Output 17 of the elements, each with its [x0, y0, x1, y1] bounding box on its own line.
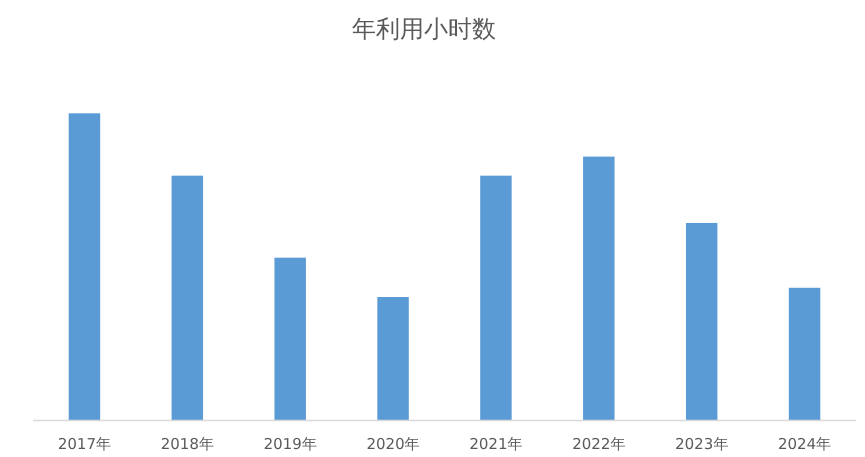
- x-tick-label: 2017年: [58, 435, 112, 453]
- x-tick-label: 2023年: [675, 435, 728, 453]
- chart-title: 年利用小时数: [352, 15, 496, 43]
- x-tick-label: 2021年: [469, 435, 523, 453]
- bar: [788, 288, 820, 420]
- bar: [274, 258, 306, 420]
- x-tick-label: 2019年: [264, 435, 317, 453]
- bar: [583, 156, 615, 420]
- bar: [686, 222, 718, 420]
- bar: [172, 176, 204, 420]
- x-tick-label: 2020年: [366, 435, 420, 453]
- x-tick-label: 2024年: [778, 435, 832, 453]
- bar: [480, 176, 512, 420]
- x-tick-label: 2022年: [572, 435, 626, 453]
- bar: [68, 113, 100, 420]
- bar: [377, 297, 409, 420]
- x-tick-label: 2018年: [160, 435, 214, 453]
